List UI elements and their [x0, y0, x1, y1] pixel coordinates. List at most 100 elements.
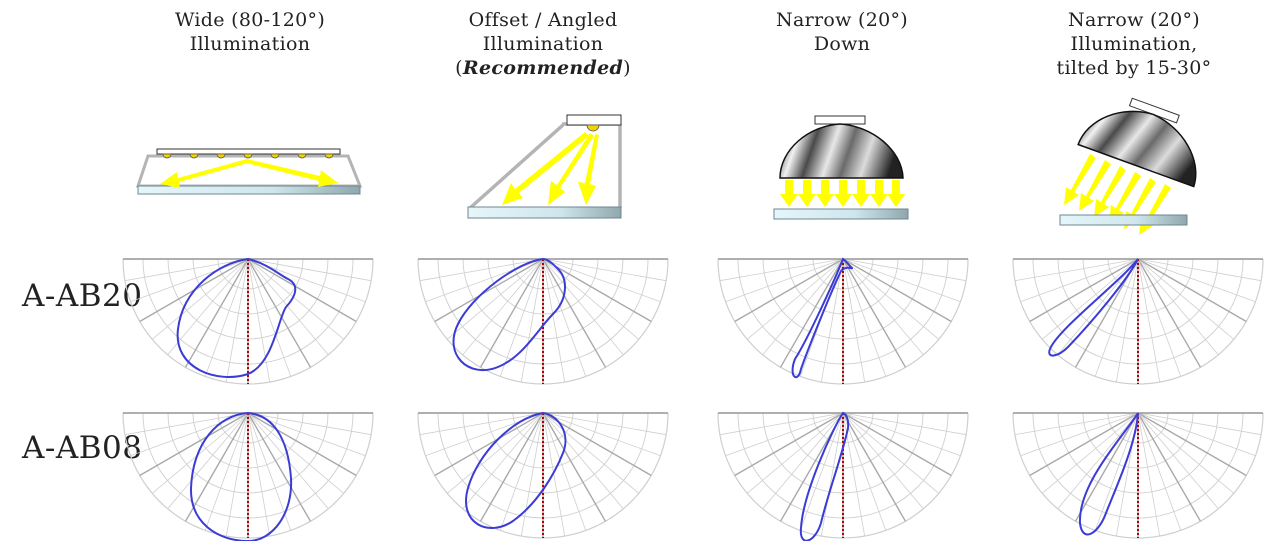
polar-spoke	[542, 412, 566, 537]
polar-spoke	[247, 258, 329, 356]
arrow	[870, 180, 888, 207]
polar-spoke	[1137, 258, 1247, 323]
illustration-narrow-down	[773, 115, 909, 220]
led-board	[814, 115, 866, 125]
polar-spoke	[462, 412, 544, 510]
intensity-curve	[452, 257, 566, 372]
polar-plots	[122, 257, 1264, 541]
polar-spoke	[542, 258, 624, 356]
polar-spoke	[842, 412, 952, 477]
polar-spoke	[204, 258, 249, 377]
polar-spoke	[842, 412, 924, 510]
polar-spoke	[130, 258, 249, 303]
reflector	[779, 123, 904, 179]
title-line: Narrow (20°)	[776, 9, 908, 31]
title-line-recommended: (Recommended)	[455, 57, 631, 79]
polar-spoke	[842, 258, 967, 282]
polar-spoke	[520, 258, 544, 383]
polar-spoke	[1057, 258, 1139, 356]
polar-spoke	[746, 258, 844, 340]
polar-spoke	[151, 258, 249, 340]
polar-spoke	[820, 258, 844, 383]
arrow	[502, 132, 589, 205]
row-label-a-ab08: A-AB08	[22, 430, 143, 466]
polar-plot	[122, 257, 374, 385]
title-line: Illumination,	[1070, 33, 1198, 55]
polar-spoke	[479, 258, 544, 368]
polar-spoke	[719, 258, 844, 282]
polar-plot	[1012, 258, 1264, 385]
title-line: Wide (80-120°)	[174, 9, 326, 31]
polar-spoke	[1074, 412, 1139, 522]
polar-plot	[417, 411, 669, 539]
polar-spoke	[204, 412, 249, 531]
arrow	[780, 180, 798, 207]
title-line: Narrow (20°)	[1068, 9, 1200, 31]
polar-plot	[1012, 412, 1264, 539]
polar-spoke	[542, 258, 661, 303]
polar-spoke	[842, 258, 907, 368]
polar-spoke	[842, 258, 952, 323]
polar-spoke	[725, 412, 844, 457]
polar-spoke	[247, 412, 345, 494]
polar-spoke	[1137, 258, 1219, 356]
polar-spoke	[842, 258, 961, 303]
column-title-narrow-tilted: Narrow (20°) Illumination, tilted by 15-…	[1004, 8, 1264, 80]
polar-spoke	[247, 412, 312, 522]
polar-spoke	[779, 258, 844, 368]
polar-spoke	[434, 258, 544, 323]
polar-plot	[417, 257, 669, 385]
light-arrows	[780, 180, 905, 207]
polar-spoke	[842, 258, 866, 383]
polar-spoke	[1041, 258, 1139, 340]
arrow	[1094, 166, 1126, 217]
polar-spoke	[542, 258, 667, 282]
polar-spoke	[1137, 412, 1161, 537]
intensity-curve	[791, 257, 853, 379]
column-title-offset: Offset / Angled Illumination (Recommende…	[413, 8, 673, 80]
polar-spoke	[1020, 258, 1139, 303]
lens-panel	[773, 208, 909, 220]
polar-spoke	[542, 412, 661, 457]
polar-spoke	[799, 412, 844, 531]
polar-spoke	[247, 258, 372, 282]
polar-spoke	[130, 412, 249, 457]
lens-panel	[1059, 214, 1188, 226]
polar-spoke	[520, 412, 544, 537]
led-board	[566, 114, 622, 126]
polar-spoke	[247, 412, 292, 531]
arrow	[160, 159, 248, 188]
light-arrows	[502, 132, 599, 205]
polar-plot	[717, 257, 969, 385]
polar-spoke	[842, 412, 887, 531]
polar-spoke	[434, 412, 544, 477]
title-line: Down	[813, 33, 871, 55]
arrow	[887, 180, 905, 207]
polar-spoke	[124, 412, 249, 436]
title-line: Offset / Angled	[468, 9, 618, 31]
illustration-wide	[135, 148, 363, 195]
reflector	[1077, 110, 1197, 188]
polar-spoke	[499, 412, 544, 531]
polar-spoke	[1014, 258, 1139, 282]
polar-spoke	[1137, 258, 1161, 383]
polar-spoke	[1020, 412, 1139, 457]
polar-spoke	[842, 412, 967, 436]
polar-spoke	[542, 258, 566, 383]
polar-spoke	[1137, 412, 1182, 531]
polar-spoke	[719, 412, 844, 436]
polar-spoke	[1137, 258, 1202, 368]
arrow	[1109, 172, 1141, 223]
polar-spoke	[1041, 412, 1139, 494]
polar-spoke	[1137, 258, 1262, 282]
intensity-curve	[176, 257, 297, 378]
column-title-narrow-down: Narrow (20°) Down	[712, 8, 972, 56]
arrow	[852, 180, 870, 207]
polar-spoke	[1094, 258, 1139, 377]
arrow	[548, 133, 594, 205]
polar-spoke	[542, 258, 587, 377]
polar-spoke	[1137, 412, 1235, 494]
polar-spoke	[1115, 258, 1139, 383]
polar-spoke	[725, 258, 844, 303]
row-label-a-ab20: A-AB20	[22, 278, 143, 314]
